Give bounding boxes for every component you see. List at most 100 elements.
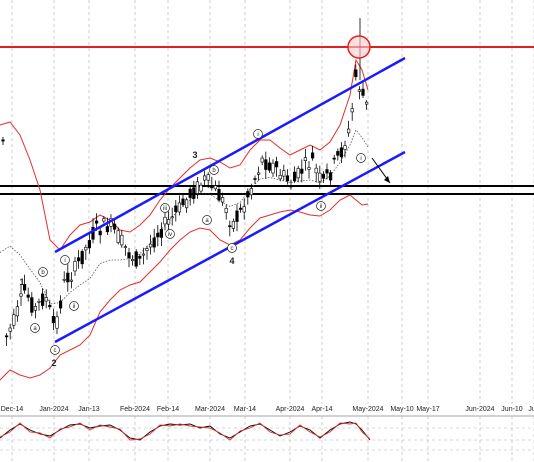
candle-body: [271, 162, 275, 174]
candle-body: [134, 251, 138, 267]
candle-body: [336, 151, 340, 156]
subwave-label: ii: [320, 204, 323, 210]
x-tick-label: Feb-14: [157, 406, 179, 413]
candle-body: [5, 335, 9, 338]
candle-body: [228, 225, 232, 228]
candle-body: [361, 88, 365, 96]
candle-body: [55, 316, 59, 329]
candle-body: [321, 173, 326, 179]
x-tick-label: May-10: [390, 406, 413, 413]
candle-body: [213, 185, 218, 190]
wave-label: 3: [192, 150, 197, 160]
candle-body: [102, 218, 106, 222]
candle-body: [37, 301, 41, 303]
candle-body: [192, 187, 196, 199]
candle-body: [318, 172, 322, 182]
bollinger-lower-band: [0, 194, 369, 381]
candle-body: [195, 181, 200, 194]
candle-body: [350, 108, 354, 113]
candle-body: [40, 293, 45, 306]
candle-body: [346, 128, 351, 134]
x-tick-label: Dec-14: [1, 406, 24, 413]
subwave-label: b: [41, 270, 45, 276]
candle-body: [274, 161, 279, 168]
candles: [1, 18, 369, 346]
x-tick-label: Apr-2024: [276, 406, 305, 413]
candle-body: [181, 198, 185, 206]
candle-body: [188, 188, 192, 198]
x-tick-label: Jun-2024: [465, 406, 494, 413]
subwave-label: i: [64, 258, 65, 264]
candle-body: [105, 226, 109, 233]
candle-body: [217, 188, 221, 201]
candle-body: [26, 294, 30, 298]
candle-body: [267, 162, 272, 171]
x-axis-labels: Dec-14 Jan-2024 Jan-13 Feb-2024 Feb-14 Mar-20…: [1, 406, 534, 413]
candle-body: [314, 167, 318, 174]
candle-body: [239, 207, 243, 210]
candle-body: [58, 300, 63, 309]
x-tick-label: Feb-2024: [120, 406, 150, 413]
candle-body: [33, 306, 37, 311]
candle-body: [307, 167, 311, 170]
x-tick-label: May-2024: [352, 406, 383, 413]
candle-body: [80, 251, 84, 265]
candle-body: [278, 174, 282, 180]
subwave-label: a: [33, 326, 37, 332]
candle-body: [242, 206, 246, 213]
wave-label: 1: [19, 277, 24, 287]
subwave-label: c: [231, 246, 234, 252]
candle-body: [206, 174, 210, 181]
candle-body: [177, 202, 182, 213]
candle-body: [141, 253, 146, 256]
candle-body: [253, 178, 257, 180]
subwave-label: c: [54, 348, 57, 354]
subwave-marker: [30, 323, 40, 333]
candle-body: [12, 314, 16, 326]
candle-body: [235, 210, 239, 222]
candle-body: [264, 159, 268, 170]
candle-body: [48, 304, 52, 308]
candle-body: [77, 257, 81, 262]
candle-body: [343, 145, 347, 150]
subwave-marker: [227, 243, 237, 253]
channel-upper-line: [54, 56, 406, 254]
x-tick-label: Jun: [528, 406, 534, 413]
candle-body: [296, 168, 300, 179]
candle-body: [138, 255, 142, 259]
candle-body: [260, 157, 264, 163]
candle-body: [210, 185, 214, 189]
subwave-marker: [50, 345, 60, 355]
candle-body: [167, 219, 171, 225]
subwave-label: iv: [168, 232, 172, 238]
candle-body: [84, 247, 88, 251]
x-tick-label: Mar-14: [234, 406, 256, 413]
candle-body: [51, 315, 55, 324]
wave-label: 4: [229, 256, 234, 266]
candle-body: [364, 101, 369, 105]
x-tick-label: Jan-13: [78, 406, 100, 413]
candle-body: [30, 297, 34, 313]
candle-body: [62, 278, 66, 281]
candle-body: [69, 279, 73, 282]
candle-body: [339, 147, 344, 158]
candle-body: [22, 284, 27, 291]
candle-body: [285, 175, 290, 182]
candle-body: [152, 237, 156, 248]
candle-body: [357, 89, 362, 92]
candle-body: [159, 229, 164, 238]
peak-marker: [347, 35, 371, 59]
candle-body: [120, 234, 124, 246]
candle-body: [91, 226, 95, 240]
candle-body: [95, 220, 99, 224]
bollinger-upper-band: [0, 58, 369, 251]
subwave-marker: [202, 215, 212, 225]
subwave-label: a: [205, 218, 209, 224]
candle-body: [131, 259, 135, 262]
candle-body: [303, 157, 308, 161]
candle-body: [224, 207, 228, 213]
candle-body: [15, 306, 20, 317]
candle-body: [292, 171, 297, 182]
candle-body: [163, 217, 167, 225]
subwave-marker: [60, 255, 70, 265]
